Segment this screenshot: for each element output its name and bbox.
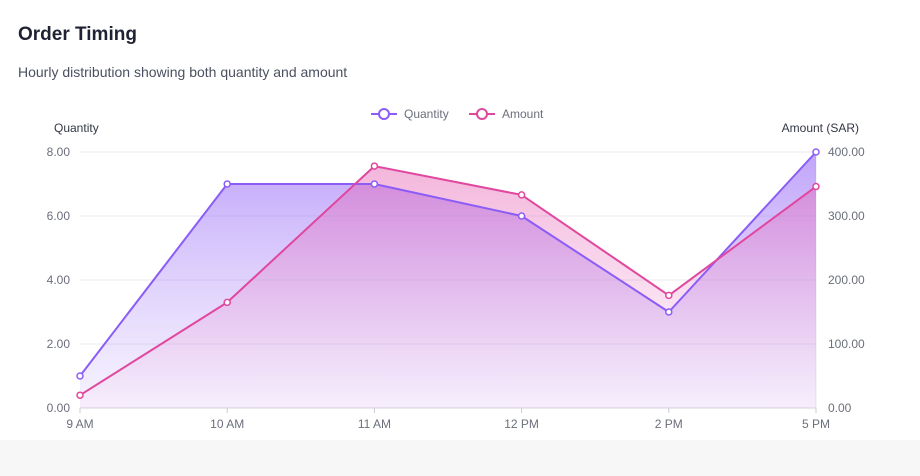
quantity-point [665,308,673,316]
quantity-point [223,180,231,188]
amount-point [665,291,673,300]
legend-item-amount[interactable]: Amount [469,107,544,121]
legend-label-amount: Amount [502,107,544,121]
order-timing-card: Order Timing Hourly distribution showing… [18,24,866,431]
x-tick-label: 10 AM [210,417,244,431]
legend-item-quantity[interactable]: Quantity [371,107,449,121]
x-tick-label: 9 AM [66,417,93,431]
legend-quantity-marker-icon [378,108,390,120]
data-points [76,148,820,399]
right-tick-label: 300.00 [828,209,865,223]
right-tick-label: 200.00 [828,273,865,287]
order-timing-chart: Quantity Amount (SAR) 0.00 0.00 2.00 100.00… [47,107,865,431]
x-tick-label: 12 PM [504,417,539,431]
quantity-point [812,148,820,156]
x-tick-label: 5 PM [802,417,830,431]
quantity-point [517,212,526,220]
chart-subtitle: Hourly distribution showing both quantit… [18,64,348,80]
left-tick-label: 0.00 [47,401,71,415]
series-areas [80,152,816,408]
legend: Quantity Amount [371,107,544,121]
right-tick-label: 0.00 [828,401,852,415]
left-tick-label: 4.00 [47,273,71,287]
right-axis-title: Amount (SAR) [782,121,859,135]
amount-point [370,162,379,170]
left-tick-label: 6.00 [47,209,71,223]
legend-label-quantity: Quantity [404,107,449,121]
right-tick-label: 400.00 [828,145,865,159]
axes: Quantity Amount (SAR) 0.00 0.00 2.00 100.00… [47,121,865,431]
right-tick-label: 100.00 [828,337,865,351]
amount-point [812,182,820,191]
amount-point [76,391,84,399]
left-tick-label: 8.00 [47,145,71,159]
amount-area [80,166,816,408]
x-tick-label: 11 AM [358,417,391,431]
x-tick-label: 2 PM [655,417,683,431]
series-lines [79,151,817,397]
quantity-point [370,180,379,188]
chart-title: Order Timing [18,24,137,45]
quantity-point [76,372,84,380]
quantity-line [79,151,817,377]
amount-line [79,165,817,397]
amount-point [517,191,526,199]
legend-amount-marker-icon [476,108,488,120]
amount-point [223,298,231,307]
left-axis-title: Quantity [54,121,99,135]
left-tick-label: 2.00 [47,337,71,351]
